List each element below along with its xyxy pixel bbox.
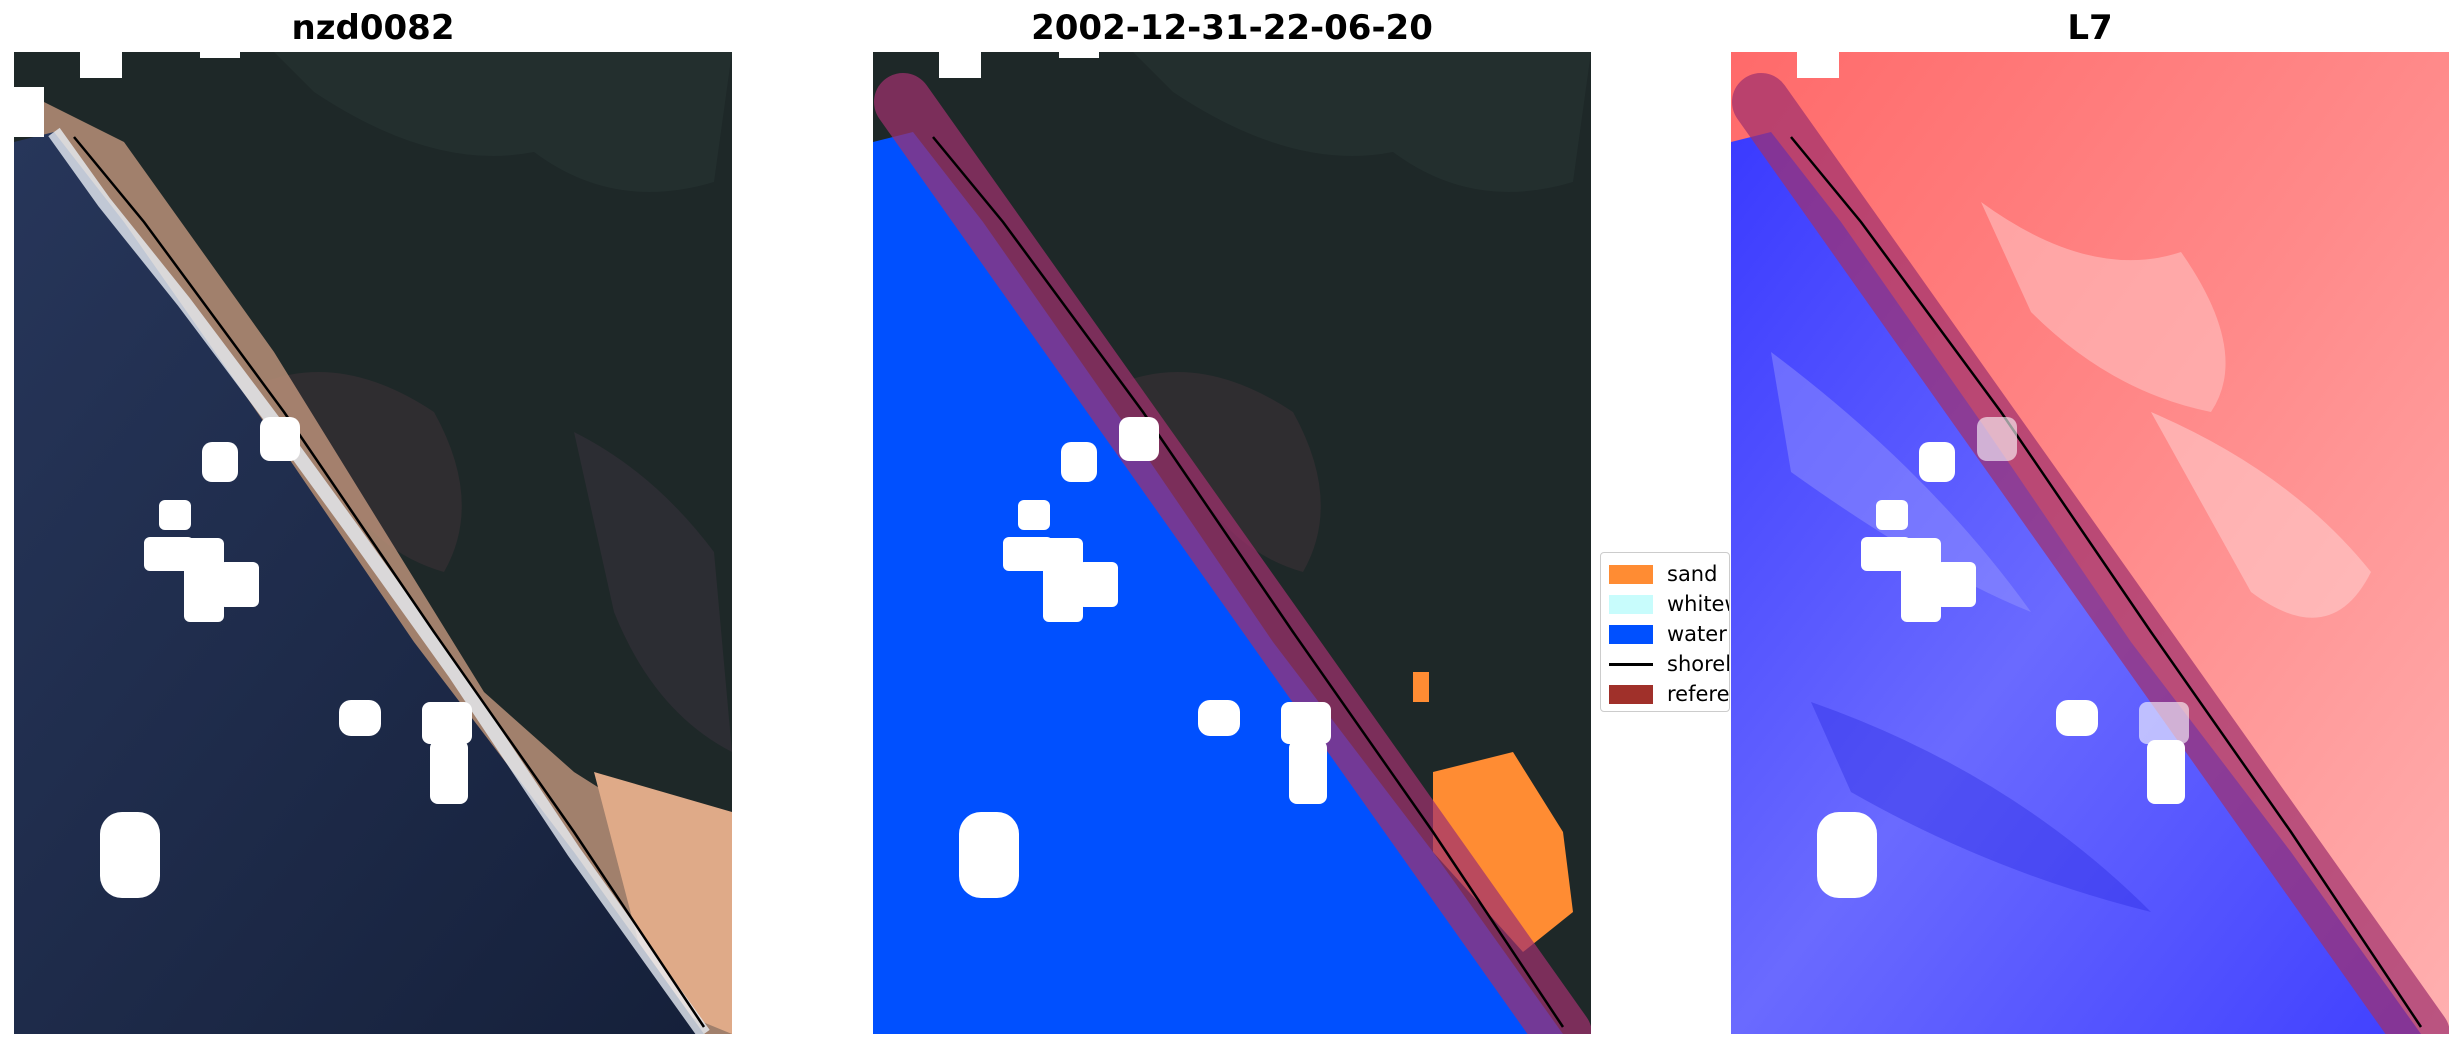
classified-satellite-image [873,52,1591,1034]
classified-image-panel [873,52,1591,1034]
shoreline-line-swatch [1609,662,1653,666]
water-index-image [1731,52,2449,1034]
legend-label-shoreline: shorel [1667,652,1730,676]
rgb-image-panel [14,52,732,1034]
water-swatch [1609,624,1653,644]
legend-label-reference: referen [1667,682,1730,706]
legend-item-water: water [1609,619,1729,649]
index-image-panel [1731,52,2449,1034]
legend-item-sand: sand [1609,559,1729,589]
legend-item-shoreline: shorel [1609,649,1729,679]
sand-swatch [1609,564,1653,584]
panel-title-rgb: nzd0082 [291,8,455,48]
whitewater-swatch [1609,594,1653,614]
panel-title-classified: 2002-12-31-22-06-20 [1031,8,1433,48]
legend-label-water: water [1667,622,1727,646]
reference-swatch [1609,684,1653,704]
panel-title-index: L7 [2067,8,2113,48]
legend-label-sand: sand [1667,562,1718,586]
legend-item-reference: referen [1609,679,1729,709]
rgb-satellite-image [14,52,732,1034]
